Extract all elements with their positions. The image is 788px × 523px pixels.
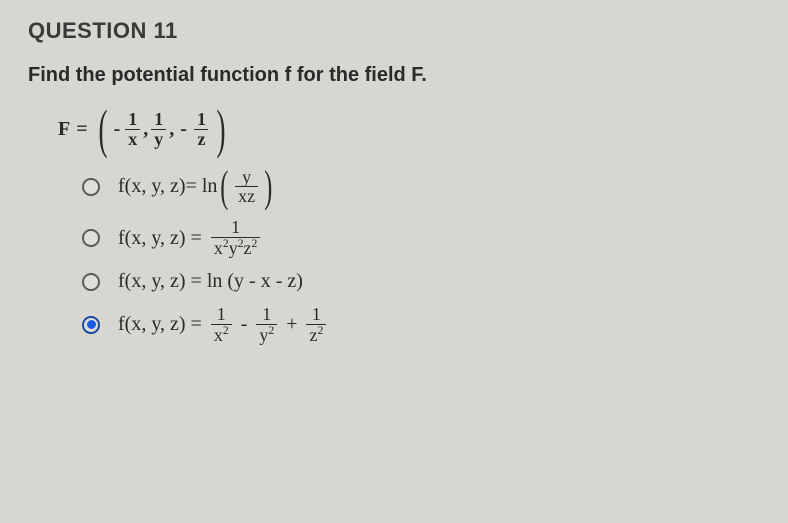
frac-3: 1 z [194, 110, 209, 149]
opt1-lhs: f(x, y, z)= ln [118, 175, 217, 198]
opt4-frac1: 1 x2 [211, 305, 232, 345]
frac-1: 1 x [125, 110, 140, 149]
option-2[interactable]: f(x, y, z) = 1 x2y2z2 [82, 218, 760, 258]
option-3[interactable]: f(x, y, z) = ln (y - x - z) [82, 270, 760, 293]
opt1-frac: y xz [235, 168, 258, 207]
radio-1[interactable] [82, 178, 100, 196]
neg-sign-2: - [180, 118, 187, 141]
paren-right: ) [216, 109, 225, 150]
radio-3[interactable] [82, 273, 100, 291]
field-label: F [58, 118, 70, 141]
opt4-frac2: 1 y2 [256, 305, 277, 345]
answer-options: f(x, y, z)= ln ( y xz ) f(x, y, z) = 1 x… [82, 168, 760, 345]
option-1[interactable]: f(x, y, z)= ln ( y xz ) [82, 168, 760, 207]
opt4-op2: + [286, 313, 297, 336]
paren-left: ( [98, 109, 107, 150]
opt1-paren-r: ) [264, 169, 272, 204]
question-header: QUESTION 11 [28, 18, 760, 44]
option-4[interactable]: f(x, y, z) = 1 x2 - 1 y2 + 1 z2 [82, 305, 760, 345]
opt2-lhs: f(x, y, z) = [118, 227, 202, 250]
comma-1: , [143, 118, 148, 141]
opt4-op1: - [241, 313, 248, 336]
opt4-lhs: f(x, y, z) = [118, 313, 202, 336]
radio-2[interactable] [82, 229, 100, 247]
equals-sign: = [76, 118, 87, 141]
frac-2: 1 y [151, 110, 166, 149]
opt3-text: f(x, y, z) = ln (y - x - z) [118, 270, 303, 293]
opt4-frac3: 1 z2 [306, 305, 326, 345]
field-expression: F = ( - 1 x , 1 y , - 1 z ) [58, 109, 760, 150]
comma-2: , [169, 118, 174, 141]
opt2-frac: 1 x2y2z2 [211, 218, 261, 258]
opt1-paren-l: ( [221, 169, 229, 204]
question-prompt: Find the potential function f for the fi… [28, 64, 760, 87]
neg-sign: - [114, 118, 121, 141]
radio-4[interactable] [82, 316, 100, 334]
